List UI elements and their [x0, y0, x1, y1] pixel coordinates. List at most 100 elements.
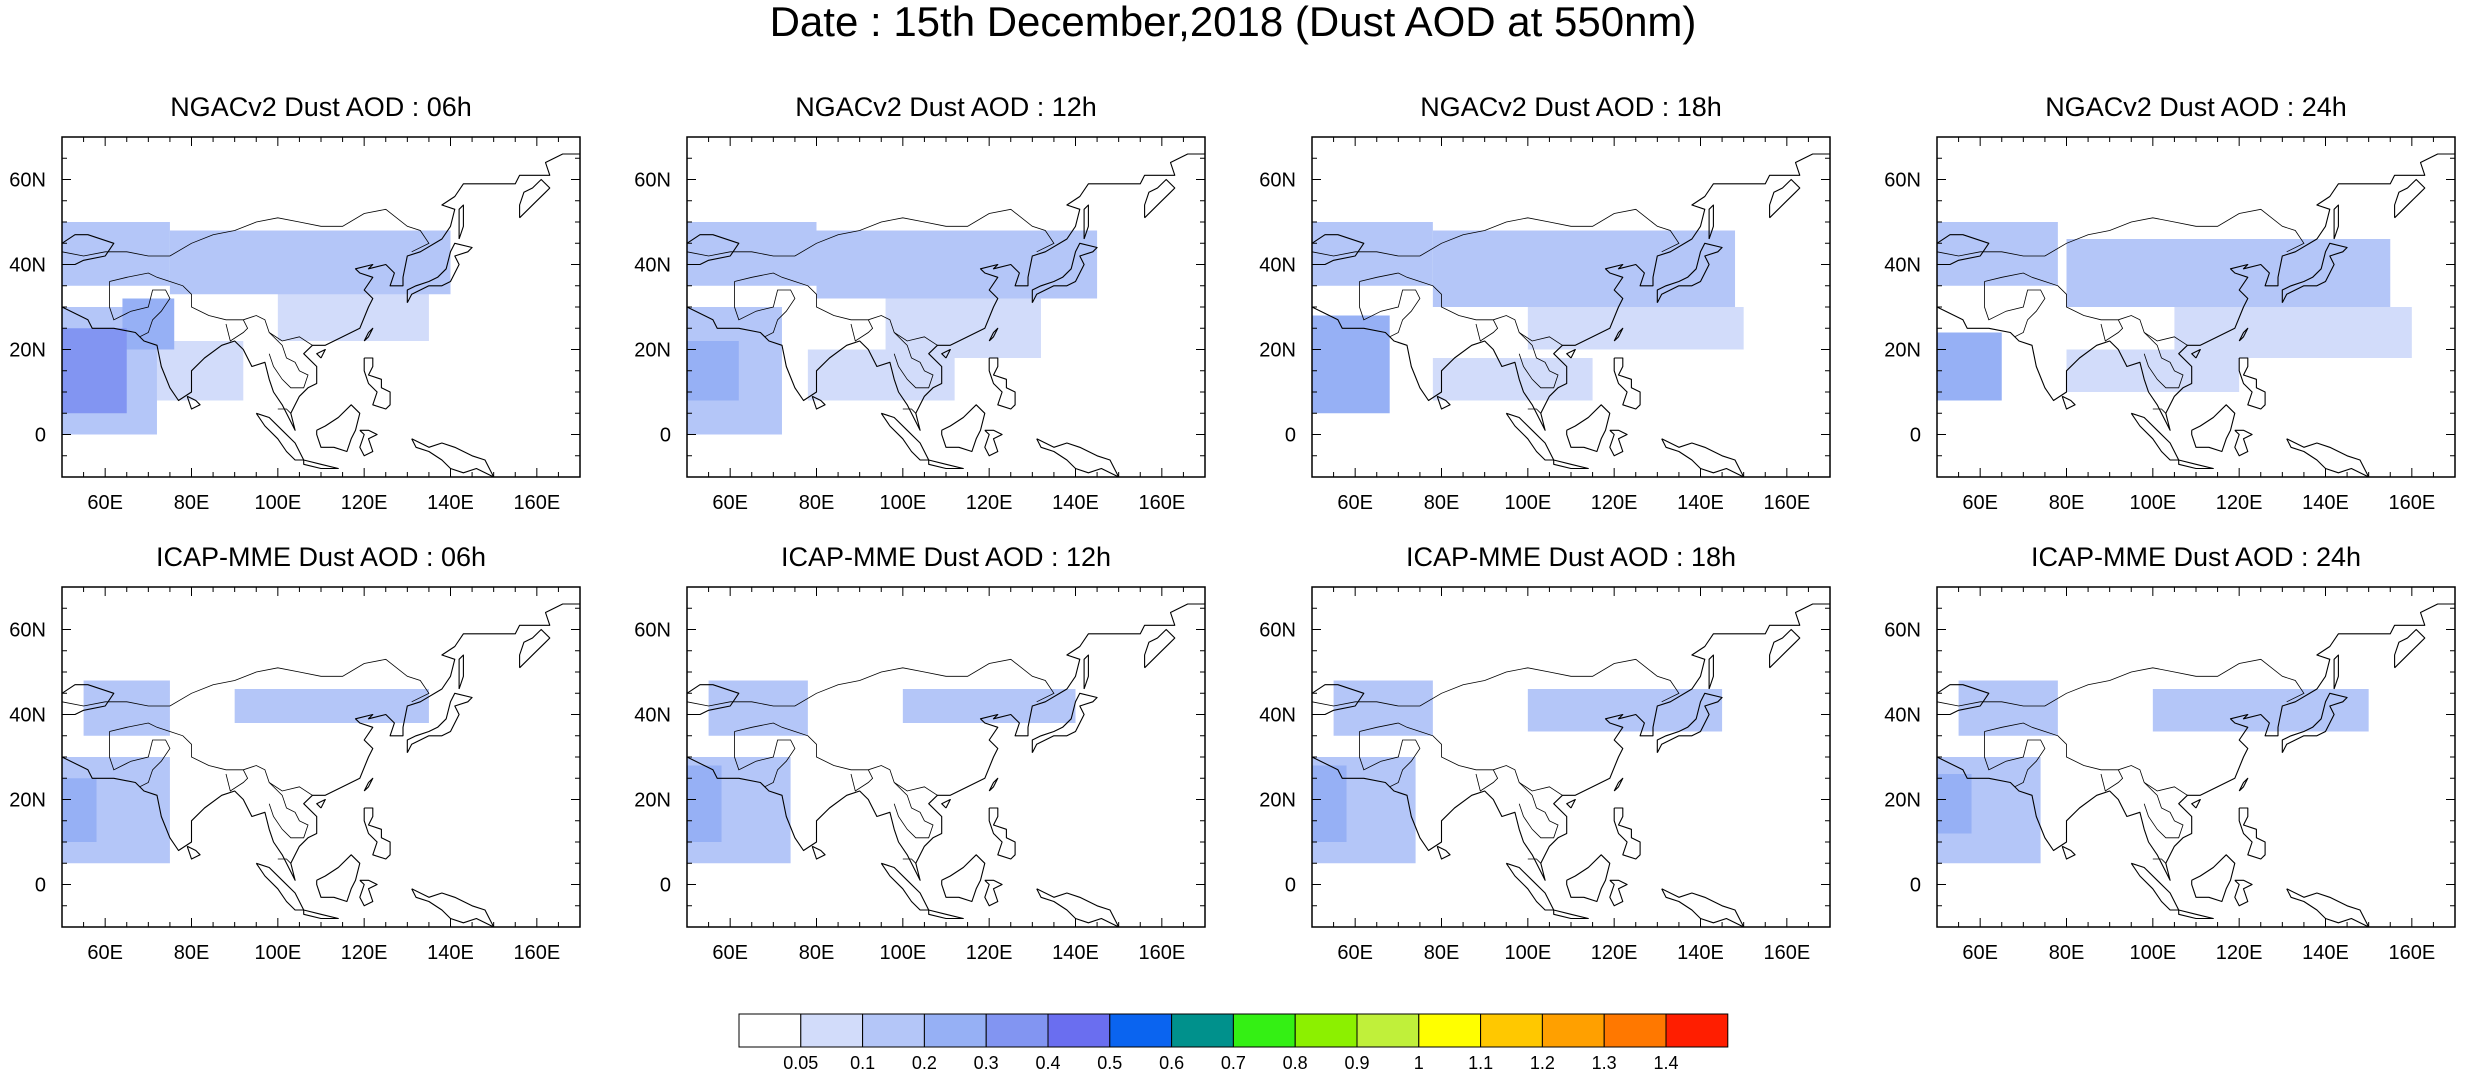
y-tick-label: 40N	[634, 255, 671, 277]
y-tick-label: 20N	[1259, 340, 1296, 362]
coastline	[61, 603, 580, 881]
panel-title-ngacv2-24h: NGACv2 Dust AOD : 24h	[2045, 92, 2347, 122]
country-border	[1527, 858, 1542, 864]
coastline	[2286, 888, 2370, 928]
coastline	[61, 234, 115, 266]
tick-marks	[686, 586, 1206, 928]
x-tick-label: 80E	[2049, 942, 2085, 964]
country-border	[734, 272, 938, 346]
coastline	[2281, 242, 2348, 304]
colorbar-label: 0.3	[974, 1053, 999, 1071]
coastline	[519, 628, 551, 669]
tick-marks	[1936, 136, 2456, 478]
country-border	[109, 281, 171, 338]
aod-region	[1937, 332, 2002, 401]
coastline	[941, 348, 951, 359]
country-border	[2100, 319, 2124, 342]
colorbar-label: 0.5	[1097, 1053, 1122, 1071]
aod-field	[1312, 222, 1744, 414]
aod-region	[1312, 222, 1433, 286]
colorbar-box	[1480, 1013, 1543, 1048]
country-border	[734, 731, 796, 788]
coastline	[811, 845, 826, 860]
aod-region	[1958, 680, 2058, 736]
y-tick-label: 0	[1910, 425, 1921, 447]
country-border	[277, 408, 292, 414]
country-border	[1311, 658, 1680, 707]
colorbar-box	[1603, 1013, 1667, 1048]
aod-region	[1432, 230, 1736, 307]
country-border	[2152, 408, 2167, 414]
map-panel-ngacv2-18h: 60E 80E 100E 120E 140E 160E 0 20N 40N 60N	[1259, 136, 1831, 514]
aod-field	[1937, 680, 2369, 864]
x-tick-label: 120E	[2216, 942, 2263, 964]
panel-title-ngacv2-06h: NGACv2 Dust AOD : 06h	[170, 92, 472, 122]
y-tick-label: 60N	[9, 620, 46, 642]
coastline	[880, 412, 930, 461]
coastline	[1311, 603, 1830, 881]
coastline	[411, 438, 495, 478]
country-border	[109, 272, 313, 346]
borders	[61, 658, 430, 864]
aod-region	[156, 341, 244, 401]
x-tick-label: 140E	[1052, 492, 1099, 514]
country-border	[734, 722, 938, 796]
aod-region	[2152, 689, 2369, 732]
colorbar-box	[1232, 1013, 1296, 1048]
colorbar-label: 0.6	[1159, 1053, 1184, 1071]
coastline	[1436, 845, 1451, 860]
coastline	[1609, 429, 1628, 457]
x-tick-label: 60E	[87, 942, 123, 964]
panel-title-ngacv2-18h: NGACv2 Dust AOD : 18h	[1420, 92, 1722, 122]
x-tick-label: 140E	[2302, 492, 2349, 514]
coastline	[1083, 204, 1089, 240]
x-tick-label: 140E	[1052, 942, 1099, 964]
coastline	[61, 684, 115, 716]
colorbar: 0.05 0.1 0.2 0.3 0.4 0.5 0.6 0.7 0.8 0.9 1 1.1 1.2 1.…	[738, 1013, 1729, 1071]
country-border	[1518, 782, 1559, 839]
aod-region	[885, 298, 1041, 358]
coastlines	[1936, 153, 2455, 478]
y-tick-label: 40N	[1884, 705, 1921, 727]
colorbar-label: 0.9	[1344, 1053, 1369, 1071]
aod-region	[62, 778, 97, 842]
y-tick-label: 0	[660, 875, 671, 897]
country-border	[1311, 208, 1680, 257]
aod-region	[1312, 315, 1390, 414]
x-tick-label: 160E	[1138, 942, 1185, 964]
y-tick-label: 20N	[1884, 340, 1921, 362]
x-tick-label: 120E	[341, 942, 388, 964]
coastline	[363, 807, 391, 860]
panel-title-icap-mme-06h: ICAP-MME Dust AOD : 06h	[155, 542, 487, 572]
coastline	[1036, 888, 1120, 928]
coastline	[928, 909, 964, 920]
coastline	[1769, 628, 1801, 669]
y-tick-label: 60N	[9, 170, 46, 192]
colorbar-label: 0.4	[1035, 1053, 1060, 1071]
x-tick-label: 160E	[2388, 492, 2435, 514]
aod-region	[708, 680, 808, 736]
colorbar-box	[985, 1013, 1049, 1048]
aod-region	[687, 222, 817, 286]
country-border	[1984, 722, 2188, 796]
coastline	[316, 798, 326, 809]
coastline	[2191, 854, 2236, 903]
map-panel-icap-mme-24h: 60E 80E 100E 120E 140E 160E 0 20N 40N 60N	[1884, 586, 2456, 964]
country-border	[2152, 858, 2167, 864]
coastlines	[686, 603, 1205, 928]
aod-region	[2066, 349, 2240, 392]
x-tick-label: 80E	[1424, 492, 1460, 514]
country-border	[686, 658, 1055, 707]
x-tick-label: 80E	[2049, 492, 2085, 514]
x-tick-label: 100E	[879, 942, 926, 964]
panel-title-icap-mme-24h: ICAP-MME Dust AOD : 24h	[2030, 542, 2362, 572]
coastline	[2234, 429, 2253, 457]
x-tick-label: 100E	[1504, 492, 1551, 514]
x-tick-label: 140E	[427, 942, 474, 964]
y-tick-label: 20N	[1259, 790, 1296, 812]
coastline	[2238, 807, 2266, 860]
x-tick-label: 140E	[1677, 492, 1724, 514]
coastline	[255, 412, 305, 461]
coastline	[984, 429, 1003, 457]
aod-region	[234, 689, 429, 723]
